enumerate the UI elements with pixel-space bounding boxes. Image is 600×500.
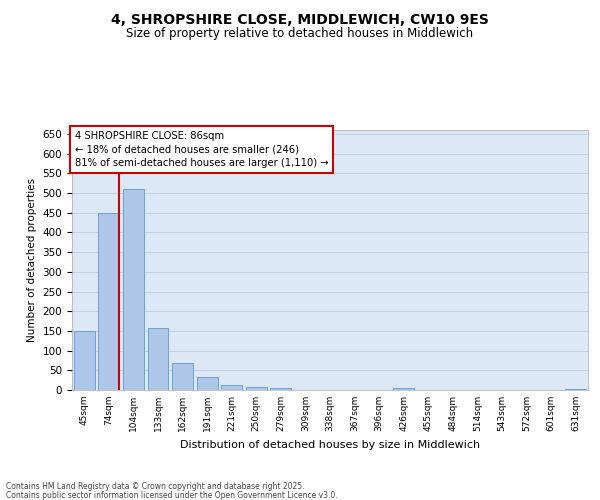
Bar: [271, 388, 292, 390]
Bar: [74, 331, 95, 390]
Text: 4 SHROPSHIRE CLOSE: 86sqm
← 18% of detached houses are smaller (246)
81% of semi: 4 SHROPSHIRE CLOSE: 86sqm ← 18% of detac…: [74, 132, 328, 168]
Text: Contains public sector information licensed under the Open Government Licence v3: Contains public sector information licen…: [6, 490, 338, 500]
Bar: [172, 363, 193, 390]
Bar: [246, 387, 267, 390]
Bar: [197, 378, 218, 390]
Text: Contains HM Land Registry data © Crown copyright and database right 2025.: Contains HM Land Registry data © Crown c…: [6, 482, 305, 491]
Y-axis label: Number of detached properties: Number of detached properties: [27, 178, 37, 342]
Bar: [98, 212, 119, 390]
X-axis label: Distribution of detached houses by size in Middlewich: Distribution of detached houses by size …: [180, 440, 480, 450]
Text: 4, SHROPSHIRE CLOSE, MIDDLEWICH, CW10 9ES: 4, SHROPSHIRE CLOSE, MIDDLEWICH, CW10 9E…: [111, 12, 489, 26]
Bar: [393, 388, 414, 390]
Text: Size of property relative to detached houses in Middlewich: Size of property relative to detached ho…: [127, 28, 473, 40]
Bar: [123, 189, 144, 390]
Bar: [148, 328, 169, 390]
Bar: [221, 385, 242, 390]
Bar: [565, 389, 586, 390]
